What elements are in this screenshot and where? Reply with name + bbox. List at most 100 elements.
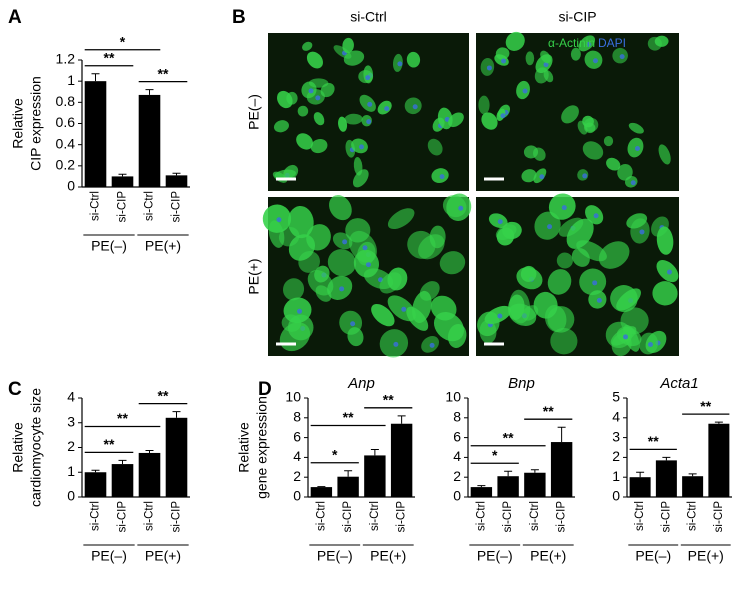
x-tick-label: si-Ctrl	[144, 501, 156, 531]
micrographs	[257, 28, 683, 363]
error-bar	[636, 472, 644, 477]
y-tick-label: 0	[67, 178, 75, 194]
nucleus	[501, 58, 506, 63]
y-tick-label: 2	[612, 448, 620, 464]
y-tick-label: 8	[453, 409, 461, 425]
bar	[497, 476, 518, 497]
x-tick-label: si-Ctrl	[687, 501, 699, 531]
group-label: PE(–)	[477, 548, 513, 564]
significance-label: *	[120, 33, 126, 49]
bar	[524, 473, 545, 497]
error-bar	[662, 457, 670, 460]
group-label: PE(–)	[91, 548, 127, 564]
error-bar	[146, 450, 154, 452]
error-bar	[92, 74, 100, 81]
nucleus	[487, 65, 492, 70]
y-tick-label: 6	[453, 428, 461, 444]
nucleus	[620, 54, 625, 59]
nucleus	[497, 313, 502, 318]
x-tick-label: si-Ctrl	[475, 501, 487, 531]
y-tick-label: 5	[612, 389, 620, 405]
x-tick-label: si-CIP	[171, 501, 183, 533]
significance-label: *	[492, 447, 498, 463]
nucleus	[413, 104, 418, 109]
nucleus	[342, 239, 347, 244]
nucleus	[458, 206, 463, 211]
row-label: PE(+)	[246, 258, 262, 294]
significance-label: **	[648, 433, 659, 449]
y-tick-label: 8	[293, 409, 301, 425]
nucleus	[366, 119, 371, 124]
error-bar	[119, 174, 127, 176]
bar	[708, 424, 729, 497]
error-bar	[531, 470, 539, 473]
bar	[364, 455, 385, 497]
x-tick-label: si-CIP	[713, 501, 725, 533]
y-tick-label: 2	[293, 468, 301, 484]
nucleus	[648, 342, 653, 347]
subtitle: Bnp	[508, 375, 535, 392]
y-tick-label: 4	[293, 448, 301, 464]
group-label: PE(+)	[688, 548, 724, 564]
nucleus	[359, 144, 364, 149]
x-tick-label: si-Ctrl	[315, 501, 327, 531]
significance-label: **	[104, 49, 115, 65]
nucleus	[362, 245, 367, 250]
bar	[112, 464, 134, 497]
bar	[85, 472, 107, 497]
bar	[139, 95, 161, 187]
nucleus	[597, 298, 602, 303]
subtitle: Acta1	[659, 375, 698, 392]
nucleus	[547, 224, 552, 229]
x-tick-label: si-CIP	[342, 501, 354, 533]
bar	[166, 418, 188, 497]
error-bar	[344, 471, 352, 477]
y-tick-label: 0.6	[56, 114, 76, 130]
significance-label: **	[700, 398, 711, 414]
y-tick-label: 1	[67, 72, 75, 88]
nucleus	[631, 180, 636, 185]
significance-label: **	[503, 429, 514, 445]
x-tick-label: si-CIP	[117, 191, 129, 223]
y-axis-label: Relative	[236, 422, 252, 473]
y-axis-label: CIP expression	[28, 76, 44, 171]
bar	[471, 487, 492, 497]
nucleus	[667, 270, 672, 275]
subtitle: Anp	[347, 375, 375, 392]
y-tick-label: 0	[67, 488, 75, 504]
nucleus	[309, 88, 314, 93]
nucleus	[350, 321, 355, 326]
y-tick-label: 0	[453, 488, 461, 504]
bar	[139, 453, 161, 497]
x-tick-label: si-CIP	[396, 501, 408, 533]
group-label: PE(–)	[91, 238, 127, 254]
nucleus	[440, 174, 445, 179]
y-tick-label: 1.2	[56, 51, 76, 67]
nucleus	[523, 89, 528, 94]
nucleus	[297, 309, 302, 314]
x-tick-label: si-CIP	[660, 501, 672, 533]
bar	[166, 175, 188, 187]
nucleus	[562, 205, 567, 210]
y-axis-label: gene expression	[254, 396, 270, 499]
group-label: PE(+)	[530, 548, 566, 564]
y-tick-label: 10	[285, 389, 301, 405]
y-tick-label: 3	[67, 413, 75, 429]
y-tick-label: 0.2	[56, 157, 76, 173]
significance-label: **	[383, 392, 394, 408]
nucleus	[592, 280, 597, 285]
y-tick-label: 2	[67, 438, 75, 454]
y-tick-label: 3	[612, 428, 620, 444]
y-tick-label: 0.4	[56, 135, 76, 151]
x-tick-label: si-Ctrl	[369, 501, 381, 531]
y-tick-label: 4	[453, 448, 461, 464]
nucleus	[339, 286, 344, 291]
group-label: PE(+)	[145, 238, 181, 254]
significance-label: *	[332, 446, 338, 462]
x-tick-label: si-Ctrl	[634, 501, 646, 531]
panel-letter: C	[8, 379, 22, 400]
nucleus	[594, 213, 599, 218]
group-label: PE(+)	[145, 548, 181, 564]
significance-label: **	[158, 387, 169, 403]
